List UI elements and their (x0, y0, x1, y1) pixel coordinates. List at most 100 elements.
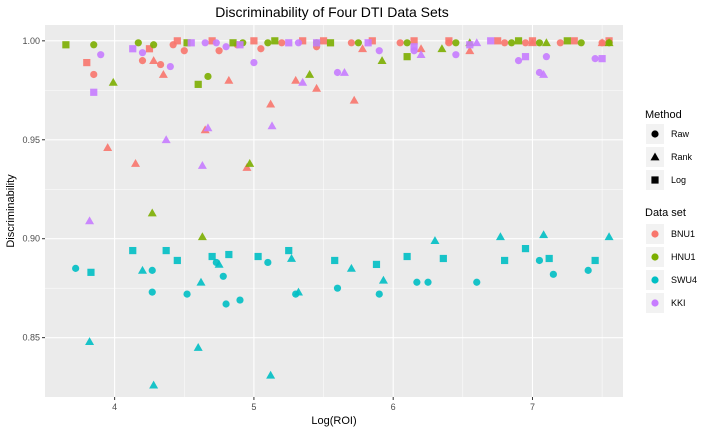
x-axis-title: Log(ROI) (311, 415, 356, 427)
data-point-bnu1-log (570, 37, 578, 45)
data-point-kki-rank (197, 160, 207, 169)
data-point-hnu1-log (271, 37, 279, 45)
data-point-bnu1-log (145, 45, 154, 53)
data-point-bnu1-raw (215, 47, 223, 55)
data-point-swu4-raw (148, 288, 156, 296)
data-point-bnu1-log (319, 37, 328, 45)
data-point-hnu1-log (326, 39, 335, 47)
data-point-bnu1-rank (465, 46, 475, 55)
data-point-swu4-rank (378, 275, 388, 284)
data-point-hnu1-raw (150, 41, 158, 49)
legend-method-title: Method (645, 109, 682, 121)
data-point-bnu1-log (250, 37, 258, 45)
data-point-swu4-raw (236, 296, 244, 304)
data-point-bnu1-raw (157, 60, 165, 69)
data-point-kki-raw (97, 51, 105, 59)
data-point-swu4-rank (196, 277, 206, 286)
data-point-kki-raw (138, 49, 147, 57)
data-point-bnu1-raw (180, 47, 188, 55)
data-point-swu4-log (225, 250, 233, 259)
legend-label-bnu1: BNU1 (671, 229, 695, 239)
data-point-kki-raw (212, 39, 220, 47)
data-point-hnu1-rank (541, 38, 551, 47)
data-point-swu4-rank (539, 230, 549, 239)
data-point-hnu1-raw (354, 39, 362, 47)
x-tick-label: 5 (251, 402, 256, 412)
data-point-swu4-log (285, 246, 293, 255)
data-point-hnu1-log (514, 37, 523, 45)
data-point-bnu1-raw (90, 70, 98, 79)
legend-dataset: Data set BNU1 HNU1 SWU4 KKI (645, 207, 697, 313)
data-point-swu4-rank (149, 380, 159, 389)
data-point-kki-log (129, 45, 137, 53)
data-point-hnu1-log (229, 39, 237, 47)
data-point-kki-raw (452, 51, 460, 59)
data-point-hnu1-raw (204, 72, 212, 81)
data-point-swu4-log (87, 268, 95, 276)
data-point-bnu1-rank (242, 162, 252, 171)
data-point-swu4-log (372, 260, 381, 269)
data-point-bnu1-log (494, 37, 502, 45)
data-point-bnu1-rank (597, 38, 607, 47)
data-point-kki-log (90, 88, 98, 96)
data-point-swu4-raw (219, 272, 227, 280)
data-point-kki-log (598, 55, 606, 63)
data-point-hnu1-raw (90, 41, 98, 49)
data-point-kki-raw (166, 62, 174, 71)
data-point-kki-log (410, 43, 418, 51)
data-point-bnu1-raw (347, 39, 356, 47)
data-point-kki-raw (250, 58, 258, 67)
data-point-hnu1-log (62, 41, 70, 49)
data-point-bnu1-rank (291, 75, 301, 84)
data-point-swu4-rank (604, 232, 614, 241)
data-point-bnu1-log (368, 37, 376, 45)
data-point-kki-rank (539, 69, 549, 78)
data-point-bnu1-log (445, 37, 453, 45)
data-point-hnu1-log (563, 37, 571, 45)
data-point-hnu1-rank (245, 159, 255, 167)
data-point-bnu1-raw (501, 39, 509, 47)
data-point-bnu1-log (299, 37, 307, 45)
data-point-swu4-raw (264, 258, 272, 267)
grid (45, 25, 623, 397)
data-point-hnu1-raw (535, 39, 544, 47)
data-point-bnu1-rank (349, 95, 359, 104)
data-point-kki-raw (514, 57, 523, 65)
data-point-kki-rank (85, 216, 95, 225)
data-point-bnu1-rank (103, 143, 113, 152)
legend-label-raw: Raw (671, 129, 690, 139)
data-point-hnu1-log (403, 53, 411, 61)
data-point-kki-log (236, 41, 244, 49)
y-tick-label: 0.85 (22, 333, 40, 343)
legend-key-bnu1 (651, 230, 659, 238)
data-point-swu4-rank (266, 370, 276, 379)
data-points (62, 37, 614, 389)
data-point-bnu1-log (83, 58, 91, 67)
legend-key-swu4 (651, 276, 659, 284)
data-point-bnu1-rank (131, 159, 141, 167)
legend-label-log: Log (671, 175, 686, 185)
data-point-swu4-log (545, 254, 553, 263)
data-point-hnu1-raw (507, 39, 516, 47)
data-point-bnu1-rank (358, 44, 368, 53)
data-point-swu4-log (403, 252, 411, 261)
legend-label-swu4: SWU4 (671, 275, 697, 285)
x-axis: 4 5 6 7 (112, 397, 535, 412)
data-point-kki-log (312, 39, 321, 47)
data-point-hnu1-raw (134, 39, 142, 47)
data-point-kki-log (521, 53, 530, 61)
data-point-swu4-rank (193, 343, 203, 351)
data-point-kki-raw (375, 47, 383, 55)
data-point-swu4-raw (584, 266, 592, 274)
data-point-kki-rank (161, 135, 171, 144)
data-point-hnu1-rank (197, 232, 207, 241)
data-point-swu4-raw (148, 266, 156, 274)
data-point-hnu1-rank (437, 44, 447, 53)
data-point-swu4-raw (375, 290, 383, 298)
data-point-kki-raw (542, 53, 550, 61)
data-point-bnu1-rank (416, 44, 426, 53)
data-point-swu4-log (208, 252, 216, 261)
chart-title: Discriminability of Four DTI Data Sets (215, 4, 448, 20)
data-point-kki-raw (222, 43, 230, 51)
